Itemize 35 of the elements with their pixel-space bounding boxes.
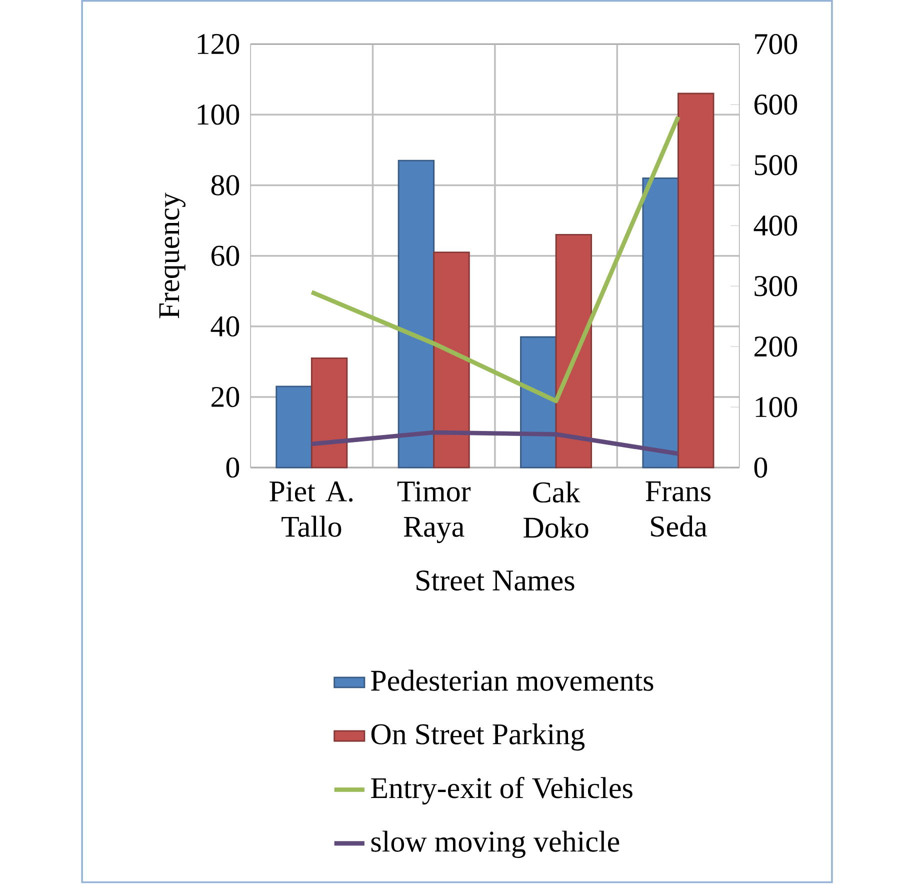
line-series [309, 114, 680, 404]
bar [678, 92, 714, 468]
y-tick-label: 60 [212, 246, 240, 266]
y-tick-label: 120 [198, 34, 240, 54]
bar [555, 234, 592, 468]
bar [642, 177, 679, 468]
legend-label: slow moving vehicle [371, 830, 620, 858]
y2-tick-label: 400 [754, 215, 798, 236]
y-tick-label: 20 [212, 386, 240, 408]
bar [520, 336, 557, 468]
y2-tick-label: 300 [754, 276, 798, 296]
y2-tick-label: 700 [755, 34, 798, 54]
x-tick-label: Cak Doko [524, 481, 588, 538]
bar [310, 357, 348, 468]
legend-label: Pedesterian movements [371, 670, 654, 691]
line-series [309, 430, 680, 456]
y2-tick-label: 600 [754, 94, 798, 115]
x-axis-title: Street Names [416, 570, 574, 591]
bar [276, 386, 312, 468]
x-tick-label: Frans Seda [646, 481, 710, 537]
y-tick-label: 0 [226, 457, 240, 478]
legend-label: On Street Parking [371, 723, 585, 751]
legend-label: Entry-exit of Vehicles [371, 776, 632, 804]
y2-tick-label: 0 [754, 457, 768, 478]
bar [433, 252, 470, 468]
x-tick-label: Timor Raya [397, 481, 471, 544]
y2-tick-label: 500 [754, 154, 798, 176]
y-axis-title: Frequency [159, 192, 186, 318]
y-tick-label: 100 [198, 104, 240, 125]
bar [398, 160, 435, 468]
y2-tick-label: 200 [754, 336, 798, 357]
y-tick-label: 80 [211, 175, 240, 196]
x-tick-label: Piet A. Tallo [270, 481, 353, 537]
y-tick-label: 40 [210, 316, 240, 337]
y2-tick-label: 100 [756, 396, 798, 418]
